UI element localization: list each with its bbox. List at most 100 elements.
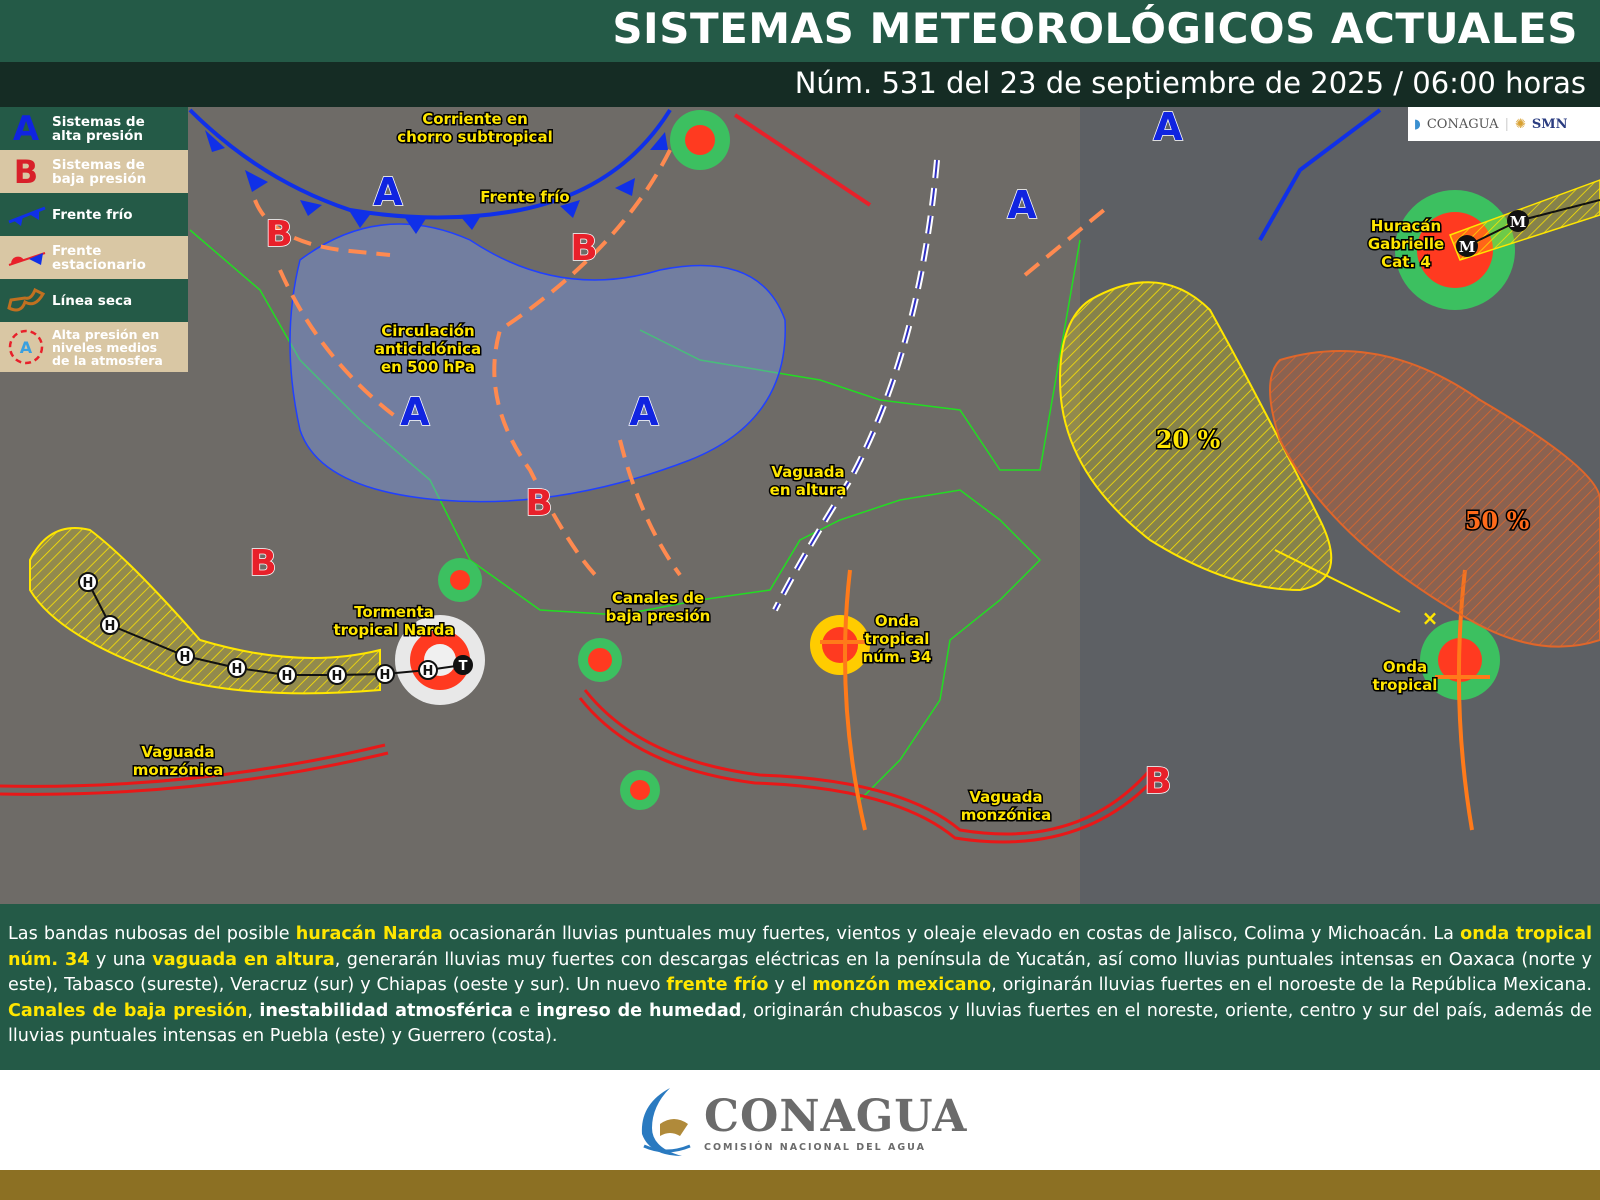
- description-text: e: [512, 1000, 537, 1021]
- description-text: ocasionarán lluvias puntuales muy fuerte…: [442, 924, 1461, 944]
- upper-trough-line-core: [774, 159, 938, 611]
- cyclone-probability-area-20: [1058, 281, 1333, 592]
- low-pressure-B: B: [249, 543, 276, 584]
- high-pressure-A: A: [1007, 183, 1037, 227]
- gabrielle-marker-2: M: [1507, 210, 1529, 232]
- anticyclone-area: [289, 223, 786, 503]
- svg-text:H: H: [83, 576, 94, 591]
- map-labels: Corriente en chorro subtropical Frente frí…: [131, 109, 1445, 826]
- svg-text:H: H: [180, 650, 191, 665]
- cold-front-icon: [0, 204, 52, 226]
- legend-label: niveles medios: [52, 339, 158, 355]
- label-monsoon-trough-w: Vaguada monzónica: [133, 743, 223, 779]
- conagua-logo-text: CONAGUA: [1426, 116, 1499, 132]
- label-upper-trough: Vaguada en altura: [770, 463, 847, 499]
- track-marker-hurricane: H: [78, 572, 98, 592]
- legend-item-stationary-front: Frente estacionario: [0, 236, 188, 279]
- bulletin-number-date: Núm. 531 del 23 de septiembre de 2025 / …: [794, 66, 1586, 100]
- label-cold-front: Frente frío: [480, 188, 569, 206]
- monsoon-trough: [0, 689, 1157, 844]
- low-pressure-icon: B: [13, 152, 39, 191]
- svg-text:H: H: [332, 669, 343, 684]
- svg-text:H: H: [282, 669, 293, 684]
- svg-text:M: M: [1459, 238, 1476, 256]
- high-pressure-A: A: [1153, 107, 1183, 149]
- high-pressure-icon: A: [12, 108, 40, 149]
- narda-track-markers: H H H H H H H H T: [78, 572, 473, 685]
- track-marker-hurricane: H: [327, 665, 347, 685]
- legend-label: de la atmosfera: [52, 352, 163, 368]
- high-pressure-centers: A A A A A: [373, 107, 1185, 435]
- track-marker-hurricane: H: [227, 658, 247, 678]
- svg-text:H: H: [105, 619, 116, 634]
- conagua-logo-icon: ◗: [1414, 116, 1421, 132]
- svg-text:A: A: [20, 338, 33, 357]
- footer-agency-subtitle: COMISIÓN NACIONAL DEL AGUA: [704, 1142, 926, 1153]
- legend-item-low-pressure: B Sistemas de baja presión: [0, 150, 188, 193]
- description-text: y una: [89, 949, 153, 970]
- cold-front-triangles: [205, 130, 668, 234]
- legend-item-high-pressure: A Sistemas de alta presión: [0, 107, 188, 150]
- narda-forecast-cone: [29, 527, 381, 695]
- description-text: , originarán lluvias fuertes en el noroe…: [991, 975, 1592, 995]
- footer-agency-name: CONAGUA: [704, 1091, 968, 1142]
- legend-item-mid-level-high: A Alta presión en niveles medios de la atm…: [0, 322, 188, 372]
- legend-label: Frente frío: [52, 206, 133, 223]
- svg-text:H: H: [380, 668, 391, 683]
- gabrielle-marker-1: M: [1456, 235, 1478, 257]
- dry-line-icon: [0, 287, 52, 314]
- stationary-front-north: [733, 113, 872, 207]
- agency-logos: ◗ CONAGUA | ✺ SMN: [1408, 107, 1600, 141]
- coastline: [189, 229, 1042, 801]
- legend-label: baja presión: [52, 170, 147, 187]
- label-tropical-wave-e: Onda tropical: [1373, 658, 1438, 694]
- cold-front-line: [188, 108, 672, 220]
- svg-text:M: M: [1510, 213, 1527, 231]
- label-monsoon-trough-e: Vaguada monzónica: [961, 788, 1051, 824]
- svg-text:T: T: [459, 659, 468, 674]
- stationary-front-atlantic: [1258, 108, 1382, 241]
- cyclone-probability-area-50: [1269, 350, 1600, 648]
- header-subtitle-bar: Núm. 531 del 23 de septiembre de 2025 / …: [0, 62, 1600, 107]
- forecast-description: Las bandas nubosas del posible huracán N…: [0, 904, 1600, 1070]
- page-title: SISTEMAS METEOROLÓGICOS ACTUALES: [612, 4, 1578, 53]
- highlighted-term: ingreso de humedad: [536, 1000, 742, 1021]
- description-text: y el: [768, 975, 813, 995]
- low-pressure-B: B: [525, 483, 552, 524]
- conagua-footer-logo: CONAGUA COMISIÓN NACIONAL DEL AGUA: [630, 1084, 967, 1160]
- header-title-bar: SISTEMAS METEOROLÓGICOS ACTUALES: [0, 0, 1600, 62]
- highlighted-term: vaguada en altura: [152, 949, 335, 970]
- legend-label: Sistemas de: [52, 156, 145, 173]
- highlighted-term: monzón mexicano: [812, 975, 992, 995]
- legend-label: Alta presión en: [52, 326, 160, 342]
- track-marker-hurricane: H: [418, 660, 438, 680]
- track-marker-hurricane: H: [375, 664, 395, 684]
- highlighted-term: Canales de baja presión: [8, 1000, 248, 1021]
- probability-pointer: [1274, 549, 1401, 613]
- footer-band: [0, 1170, 1600, 1200]
- smn-logo-icon: ✺: [1514, 116, 1526, 132]
- high-pressure-A: A: [373, 170, 403, 214]
- map-overlay: × H H H H H H H H T M M A A A A A B B B B B 20 %…: [0, 107, 1600, 904]
- legend-label: Frente: [52, 242, 102, 259]
- label-jet: Corriente en chorro subtropical: [397, 110, 552, 146]
- description-text: , generarán lluvias muy fuertes con desc…: [8, 949, 1592, 996]
- description-text: ,: [247, 1000, 260, 1021]
- highlighted-term: frente frío: [666, 975, 769, 995]
- stationary-front-icon: [0, 247, 52, 269]
- us-gulf-coastline: [639, 239, 1081, 471]
- low-pressure-troughs: [253, 149, 1112, 582]
- logo-divider: |: [1504, 116, 1509, 132]
- legend-label: Sistemas de: [52, 113, 145, 130]
- smn-logo-text: SMN: [1531, 116, 1568, 132]
- track-marker-hurricane: H: [100, 615, 120, 635]
- description-text: , originarán chubascos y lluvias fuertes…: [8, 1000, 1593, 1047]
- low-pressure-B: B: [265, 214, 292, 255]
- disturbance-x-marker: ×: [1422, 606, 1439, 630]
- high-pressure-A: A: [629, 390, 659, 434]
- label-tropical-wave-34: Onda tropical núm. 34: [863, 612, 932, 666]
- legend-label: Línea seca: [52, 292, 133, 309]
- label-anticyclone: Circulación anticiclónica en 500 hPa: [375, 322, 481, 376]
- label-gabrielle: Huracán Gabrielle Cat. 4: [1368, 217, 1444, 271]
- track-marker-hurricane: H: [277, 665, 297, 685]
